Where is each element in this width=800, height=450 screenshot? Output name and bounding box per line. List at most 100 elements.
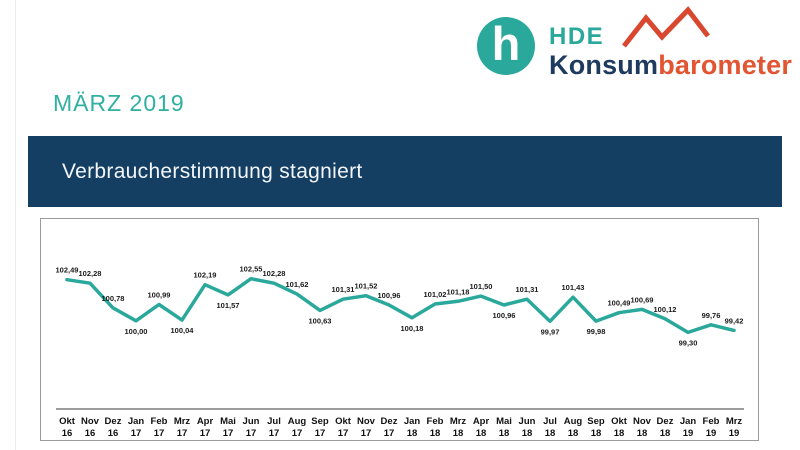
x-tick-year: 18 bbox=[545, 428, 556, 439]
konsum-text: Konsum bbox=[549, 50, 659, 80]
x-tick-year: 17 bbox=[292, 428, 303, 439]
data-point-label: 101,02 bbox=[424, 290, 447, 299]
x-tick-month: Nov bbox=[633, 416, 652, 427]
x-tick-year: 17 bbox=[246, 428, 257, 439]
x-tick-year: 18 bbox=[522, 428, 533, 439]
data-point-label: 102,28 bbox=[263, 269, 286, 278]
data-point-label: 101,57 bbox=[217, 301, 240, 310]
x-tick-year: 16 bbox=[62, 428, 73, 439]
x-tick-month: Jun bbox=[243, 416, 260, 427]
x-tick-year: 18 bbox=[660, 428, 671, 439]
data-point-label: 102,28 bbox=[79, 269, 102, 278]
data-point-label: 100,12 bbox=[654, 305, 677, 314]
x-tick-month: Aug bbox=[564, 416, 583, 427]
data-point-label: 99,30 bbox=[679, 338, 698, 347]
data-point-label: 100,49 bbox=[608, 299, 631, 308]
x-tick-month: Jan bbox=[128, 416, 145, 427]
x-tick-year: 17 bbox=[131, 428, 142, 439]
x-tick-month: Mai bbox=[220, 416, 236, 427]
x-tick-month: Okt bbox=[611, 416, 628, 427]
data-point-label: 102,55 bbox=[240, 265, 263, 274]
data-point-label: 101,62 bbox=[286, 280, 309, 289]
index-series-line bbox=[65, 276, 736, 335]
data-point-label: 101,43 bbox=[562, 283, 585, 292]
x-tick-month: Jan bbox=[404, 416, 421, 427]
left-edge-divider bbox=[15, 0, 16, 450]
monogram-letter: h bbox=[491, 17, 521, 70]
x-tick-month: Mrz bbox=[174, 416, 191, 427]
x-tick-year: 17 bbox=[154, 428, 165, 439]
x-tick-month: Jan bbox=[680, 416, 697, 427]
trend-zigzag-icon bbox=[622, 6, 710, 48]
data-point-label: 101,18 bbox=[447, 287, 470, 296]
x-tick-year: 18 bbox=[568, 428, 579, 439]
data-point-label: 101,31 bbox=[332, 285, 355, 294]
x-tick-month: Dez bbox=[657, 416, 674, 427]
data-point-label: 100,04 bbox=[171, 326, 195, 335]
x-tick-year: 16 bbox=[108, 428, 119, 439]
x-tick-year: 17 bbox=[200, 428, 211, 439]
data-point-label: 101,52 bbox=[355, 282, 378, 291]
x-tick-month: Dez bbox=[105, 416, 122, 427]
barometer-text: barometer bbox=[658, 50, 793, 80]
data-point-label: 100,78 bbox=[102, 294, 125, 303]
x-tick-year: 17 bbox=[361, 428, 372, 439]
headline-banner: Verbraucherstimmung stagniert bbox=[28, 136, 782, 207]
data-point-label: 100,00 bbox=[125, 327, 148, 336]
x-tick-year: 19 bbox=[706, 428, 717, 439]
x-tick-month: Aug bbox=[288, 416, 307, 427]
x-tick-month: Mrz bbox=[450, 416, 467, 427]
x-tick-month: Jul bbox=[543, 416, 557, 427]
headline-text: Verbraucherstimmung stagniert bbox=[62, 159, 363, 183]
x-tick-year: 17 bbox=[384, 428, 395, 439]
data-point-label: 99,76 bbox=[702, 311, 721, 320]
consumer-sentiment-line-chart: 102,49 102,28100,78100,00100,99100,04102,… bbox=[56, 265, 744, 439]
data-point-label: 102,19 bbox=[194, 271, 217, 280]
x-tick-year: 18 bbox=[499, 428, 510, 439]
x-tick-month: Nov bbox=[357, 416, 376, 427]
data-point-label: 99,42 bbox=[725, 316, 744, 325]
x-tick-year: 17 bbox=[223, 428, 234, 439]
x-tick-month: Mrz bbox=[726, 416, 743, 427]
x-tick-month: Dez bbox=[381, 416, 398, 427]
x-tick-year: 18 bbox=[453, 428, 464, 439]
data-point-label: 101,31 bbox=[516, 285, 539, 294]
hde-logo-monogram: h bbox=[477, 17, 535, 75]
hde-wordmark: HDE bbox=[549, 23, 605, 50]
x-tick-month: Jun bbox=[519, 416, 536, 427]
x-tick-year: 17 bbox=[177, 428, 188, 439]
x-tick-year: 18 bbox=[476, 428, 487, 439]
data-point-label: 99,97 bbox=[541, 327, 560, 336]
x-tick-month: Okt bbox=[335, 416, 352, 427]
x-tick-month: Feb bbox=[703, 416, 720, 427]
x-tick-month: Feb bbox=[151, 416, 168, 427]
consumer-sentiment-chart-panel: 102,49 102,28 100,78 100,00 100,99 100,04 102,… bbox=[40, 218, 759, 441]
issue-month-title: MÄRZ 2019 bbox=[53, 90, 185, 116]
x-tick-month: Mai bbox=[496, 416, 512, 427]
data-point-label: 100,69 bbox=[631, 295, 654, 304]
x-tick-year: 17 bbox=[338, 428, 349, 439]
x-tick-year: 16 bbox=[85, 428, 96, 439]
data-point-label: 100,99 bbox=[148, 291, 171, 300]
x-tick-year: 18 bbox=[614, 428, 625, 439]
x-tick-month: Jul bbox=[267, 416, 281, 427]
x-tick-year: 19 bbox=[683, 428, 694, 439]
x-tick-month: Nov bbox=[81, 416, 100, 427]
data-point-label: 102,49 bbox=[56, 266, 79, 275]
data-point-label: 101,50 bbox=[470, 282, 493, 291]
x-tick-month: Sep bbox=[311, 416, 329, 427]
x-tick-year: 17 bbox=[315, 428, 326, 439]
x-tick-year: 18 bbox=[430, 428, 441, 439]
x-tick-year: 19 bbox=[729, 428, 740, 439]
data-point-label: 100,96 bbox=[378, 291, 401, 300]
data-point-label: 99,98 bbox=[587, 327, 606, 336]
x-tick-year: 18 bbox=[407, 428, 418, 439]
x-tick-year: 18 bbox=[637, 428, 648, 439]
data-point-label: 100,18 bbox=[401, 324, 424, 333]
data-point-label: 100,63 bbox=[309, 316, 332, 325]
x-tick-month: Sep bbox=[587, 416, 605, 427]
x-tick-month: Apr bbox=[473, 416, 490, 427]
x-tick-month: Feb bbox=[427, 416, 444, 427]
konsumbarometer-wordmark: Konsumbarometer bbox=[549, 50, 792, 81]
x-tick-month: Okt bbox=[59, 416, 76, 427]
